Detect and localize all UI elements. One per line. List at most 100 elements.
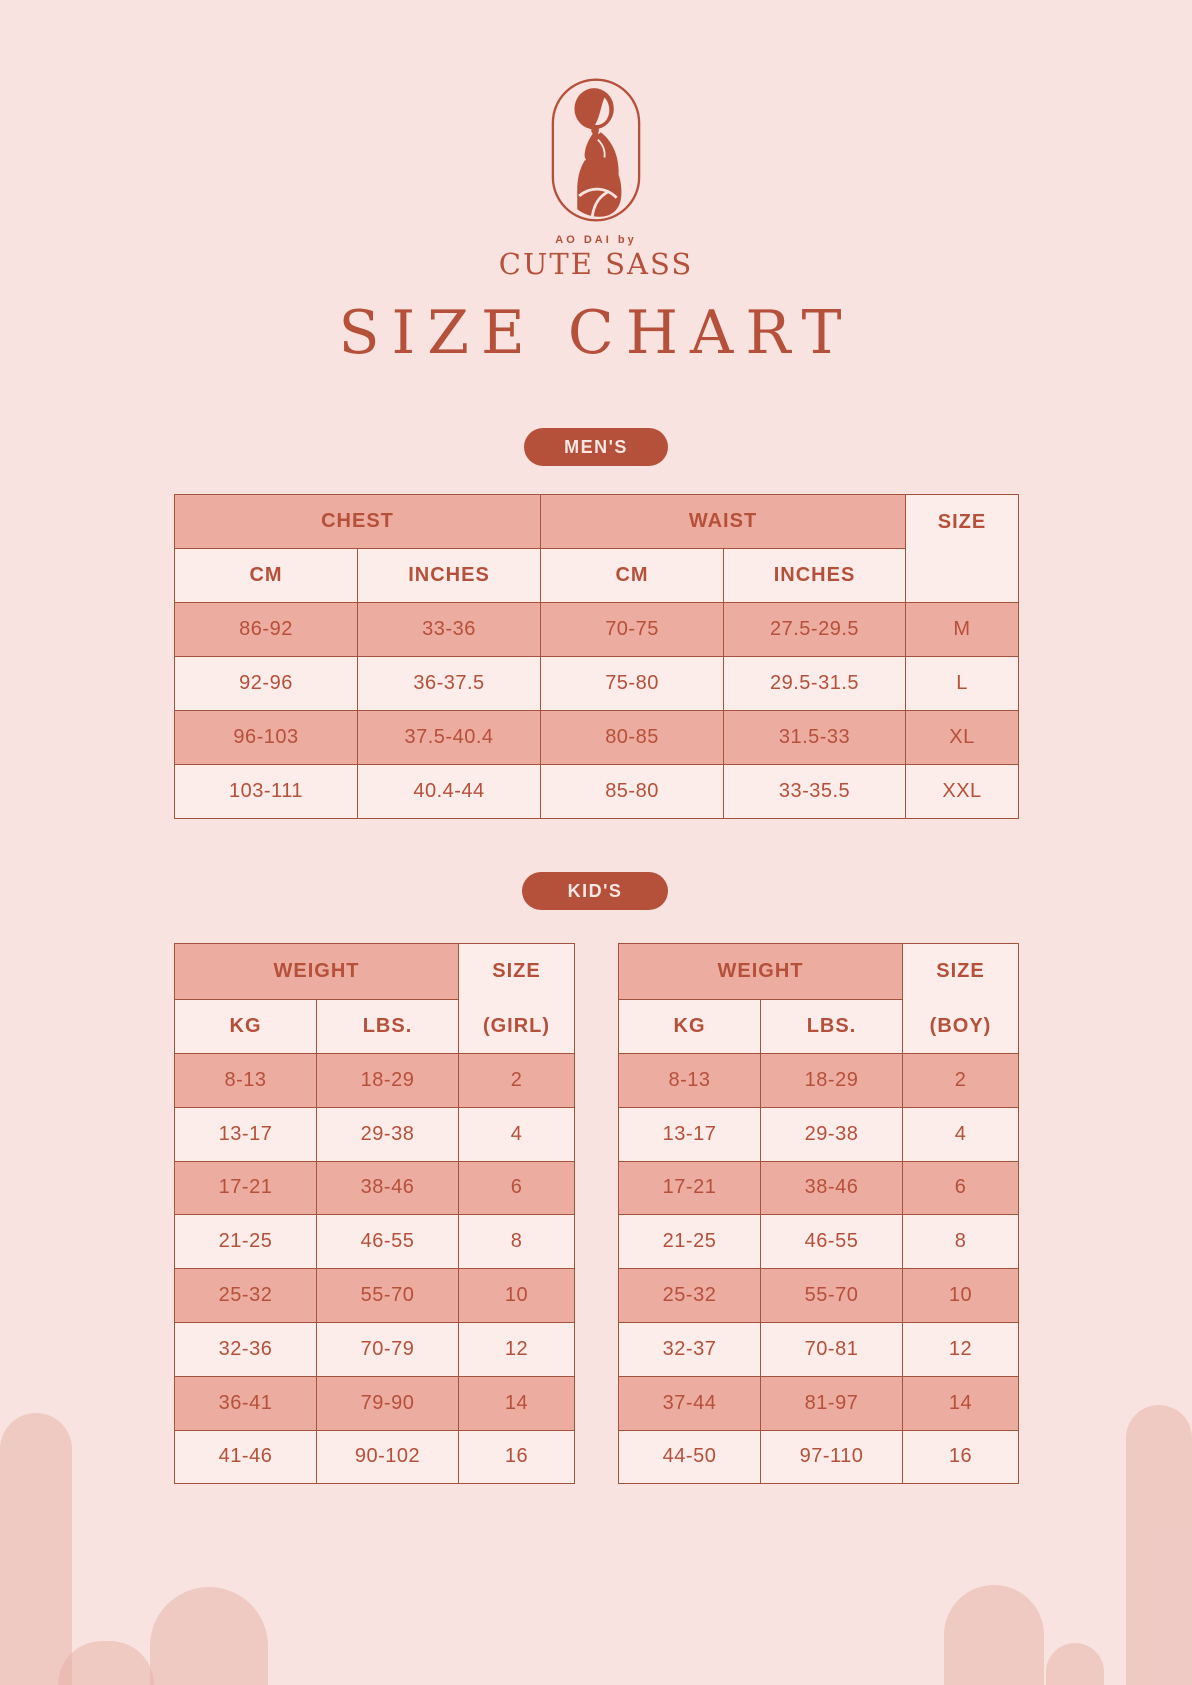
table-cell: 86-92 <box>174 602 358 657</box>
table-cell: 40.4-44 <box>356 764 542 819</box>
table-cell: 32-36 <box>174 1321 317 1377</box>
table-cell: 25-32 <box>174 1268 317 1323</box>
table-cell: 8 <box>458 1214 575 1270</box>
table-cell: 38-46 <box>316 1160 459 1216</box>
mens-waist-cm-header: CM <box>540 548 725 603</box>
size-header-label: SIZE <box>492 960 541 982</box>
table-cell: 81-97 <box>760 1375 903 1431</box>
table-cell: 8-13 <box>618 1053 761 1108</box>
decor-arch <box>58 1641 154 1685</box>
table-row: 13-17 29-38 4 <box>618 1106 1019 1162</box>
size-header-sublabel: (GIRL) <box>482 1015 551 1037</box>
table-cell: 31.5-33 <box>723 710 907 765</box>
decor-arch <box>0 1413 72 1685</box>
table-row: 92-96 36-37.5 75-80 29.5-31.5 L <box>174 656 1020 711</box>
table-cell: 46-55 <box>760 1214 903 1270</box>
boy-kg-header: KG <box>618 998 761 1054</box>
table-cell: 14 <box>902 1375 1019 1431</box>
table-cell: 29.5-31.5 <box>723 656 907 711</box>
table-cell: 70-75 <box>540 602 725 657</box>
table-cell: M <box>905 602 1020 657</box>
table-cell: 103-111 <box>174 764 358 819</box>
boy-lbs-header: LBS. <box>760 998 903 1054</box>
table-cell: 33-36 <box>356 602 542 657</box>
decor-arch <box>944 1585 1044 1685</box>
table-cell: 17-21 <box>174 1160 317 1216</box>
table-cell: 55-70 <box>316 1268 459 1323</box>
table-row: 32-37 70-81 12 <box>618 1321 1019 1377</box>
table-cell: 32-37 <box>618 1321 761 1377</box>
table-cell: 6 <box>902 1160 1019 1216</box>
mens-chest-header: CHEST <box>173 494 542 549</box>
table-cell: 37.5-40.4 <box>356 710 542 765</box>
table-cell: 8-13 <box>174 1053 317 1108</box>
table-cell: 16 <box>458 1429 575 1485</box>
table-row: 17-21 38-46 6 <box>618 1160 1019 1216</box>
size-header-sublabel: (BOY) <box>929 1015 992 1037</box>
table-cell: 44-50 <box>618 1429 761 1485</box>
kids-girl-size-table: WEIGHT SIZE (GIRL) KG LBS. 8-13 18-29 2 13-… <box>174 943 575 1485</box>
table-cell: 12 <box>902 1321 1019 1377</box>
table-cell: 18-29 <box>760 1053 903 1108</box>
woman-figure-icon <box>551 78 641 222</box>
table-cell: 70-81 <box>760 1321 903 1377</box>
table-cell: 79-90 <box>316 1375 459 1431</box>
table-cell: L <box>905 656 1020 711</box>
girl-kg-header: KG <box>174 998 317 1054</box>
table-cell: 36-41 <box>174 1375 317 1431</box>
table-cell: XXL <box>905 764 1020 819</box>
table-cell: 2 <box>458 1053 575 1108</box>
table-cell: 13-17 <box>174 1106 317 1162</box>
table-row: 44-50 97-110 16 <box>618 1429 1019 1485</box>
girl-weight-header: WEIGHT <box>174 943 459 1000</box>
girl-size-header: SIZE (GIRL) <box>458 943 575 1054</box>
table-cell: 92-96 <box>174 656 358 711</box>
table-cell: 90-102 <box>316 1429 459 1485</box>
table-cell: 75-80 <box>540 656 725 711</box>
girl-lbs-header: LBS. <box>316 998 459 1054</box>
table-row: 8-13 18-29 2 <box>618 1053 1019 1108</box>
kids-girl-table-body: 8-13 18-29 2 13-17 29-38 4 17-21 38-46 6 21-25 46-… <box>174 1053 575 1485</box>
mens-waist-inches-header: INCHES <box>723 548 907 603</box>
boy-size-header: SIZE (BOY) <box>902 943 1019 1054</box>
table-cell: 97-110 <box>760 1429 903 1485</box>
table-row: 17-21 38-46 6 <box>174 1160 575 1216</box>
page-title: SIZE CHART <box>338 298 854 368</box>
decor-arch <box>1126 1405 1192 1685</box>
table-cell: 21-25 <box>618 1214 761 1270</box>
table-row: 25-32 55-70 10 <box>618 1268 1019 1323</box>
mens-section-badge: MEN'S <box>524 428 668 466</box>
table-cell: 25-32 <box>618 1268 761 1323</box>
table-row: 41-46 90-102 16 <box>174 1429 575 1485</box>
table-row: 103-111 40.4-44 85-80 33-35.5 XXL <box>174 764 1020 819</box>
decor-arch <box>150 1587 268 1685</box>
table-cell: 13-17 <box>618 1106 761 1162</box>
brand-logo <box>551 75 641 225</box>
size-header-label: SIZE <box>937 511 987 533</box>
mens-table-body: 86-92 33-36 70-75 27.5-29.5 M 92-96 36-37.5 75-… <box>174 602 1020 819</box>
table-cell: 17-21 <box>618 1160 761 1216</box>
boy-weight-header: WEIGHT <box>618 943 903 1000</box>
mens-chest-inches-header: INCHES <box>356 548 542 603</box>
table-cell: 2 <box>902 1053 1019 1108</box>
decor-arch <box>1046 1643 1104 1685</box>
mens-chest-cm-header: CM <box>174 548 358 603</box>
mens-size-header: SIZE <box>905 494 1020 603</box>
table-cell: 18-29 <box>316 1053 459 1108</box>
mens-waist-header: WAIST <box>540 494 907 549</box>
table-row: 21-25 46-55 8 <box>618 1214 1019 1270</box>
brand-tagline: AO DAI by <box>555 234 637 246</box>
kids-boy-table-body: 8-13 18-29 2 13-17 29-38 4 17-21 38-46 6 21-25 46-… <box>618 1053 1019 1485</box>
table-row: 8-13 18-29 2 <box>174 1053 575 1108</box>
table-cell: 85-80 <box>540 764 725 819</box>
brand-name: CUTE SASS <box>498 247 694 281</box>
table-cell: 29-38 <box>316 1106 459 1162</box>
size-header-label: SIZE <box>936 960 985 982</box>
table-cell: 10 <box>458 1268 575 1323</box>
kids-section-badge: KID'S <box>522 872 668 910</box>
table-cell: 4 <box>458 1106 575 1162</box>
mens-size-table: CHEST WAIST SIZE CM INCHES CM INCHES 86-… <box>173 494 1020 819</box>
table-cell: 38-46 <box>760 1160 903 1216</box>
table-cell: 8 <box>902 1214 1019 1270</box>
